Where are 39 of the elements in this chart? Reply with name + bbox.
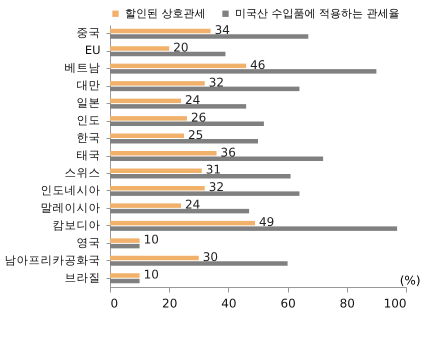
x-tick-label: 40 — [221, 296, 237, 310]
data-label: 46 — [250, 58, 266, 72]
data-label: 36 — [220, 145, 236, 160]
data-label: 34 — [214, 22, 230, 37]
y-tick-label: 남아프리카공화국 — [4, 252, 100, 267]
data-label: 20 — [173, 40, 188, 54]
data-label: 49 — [259, 215, 274, 230]
x-axis-title: (%) — [400, 274, 420, 288]
y-tick-label: 대만 — [76, 78, 100, 92]
x-tick-label: 60 — [280, 296, 296, 310]
y-tick-label: EU — [84, 43, 100, 58]
y-tick-label: 베트남 — [64, 60, 100, 75]
x-tick-label: 0 — [110, 296, 118, 310]
data-label: 32 — [208, 180, 224, 194]
y-tick-label: 태국 — [76, 148, 100, 162]
y-tick-label: 스위스 — [64, 165, 100, 180]
x-tick-label: 20 — [162, 296, 178, 310]
y-tick-label: 브라질 — [64, 270, 100, 284]
y-tick-label: 캄보디아 — [52, 218, 100, 232]
data-label: 24 — [185, 92, 200, 107]
legend-label: 할인된 상호관세 — [125, 6, 206, 20]
y-tick-label: 중국 — [76, 26, 100, 40]
data-label: 32 — [208, 75, 224, 90]
y-tick-label: 말레이시아 — [40, 200, 100, 214]
data-label: 25 — [188, 128, 204, 142]
data-label: 26 — [190, 110, 206, 124]
x-tick-label: 80 — [340, 296, 355, 310]
data-label: 31 — [206, 162, 222, 177]
data-label: 30 — [202, 250, 218, 264]
x-tick-label: 100 — [384, 296, 406, 310]
data-label: 10 — [144, 268, 159, 282]
legend-label: 미국산 수입품에 적용하는 관세율 — [235, 6, 400, 20]
y-tick-label: 일본 — [76, 96, 100, 110]
y-tick-label: 영국 — [76, 235, 100, 250]
y-tick-label: 한국 — [76, 130, 100, 145]
data-label: 10 — [144, 232, 159, 247]
y-tick-label: 인도 — [76, 113, 100, 128]
data-label: 24 — [185, 198, 200, 212]
y-tick-label: 인도네시아 — [40, 182, 100, 197]
